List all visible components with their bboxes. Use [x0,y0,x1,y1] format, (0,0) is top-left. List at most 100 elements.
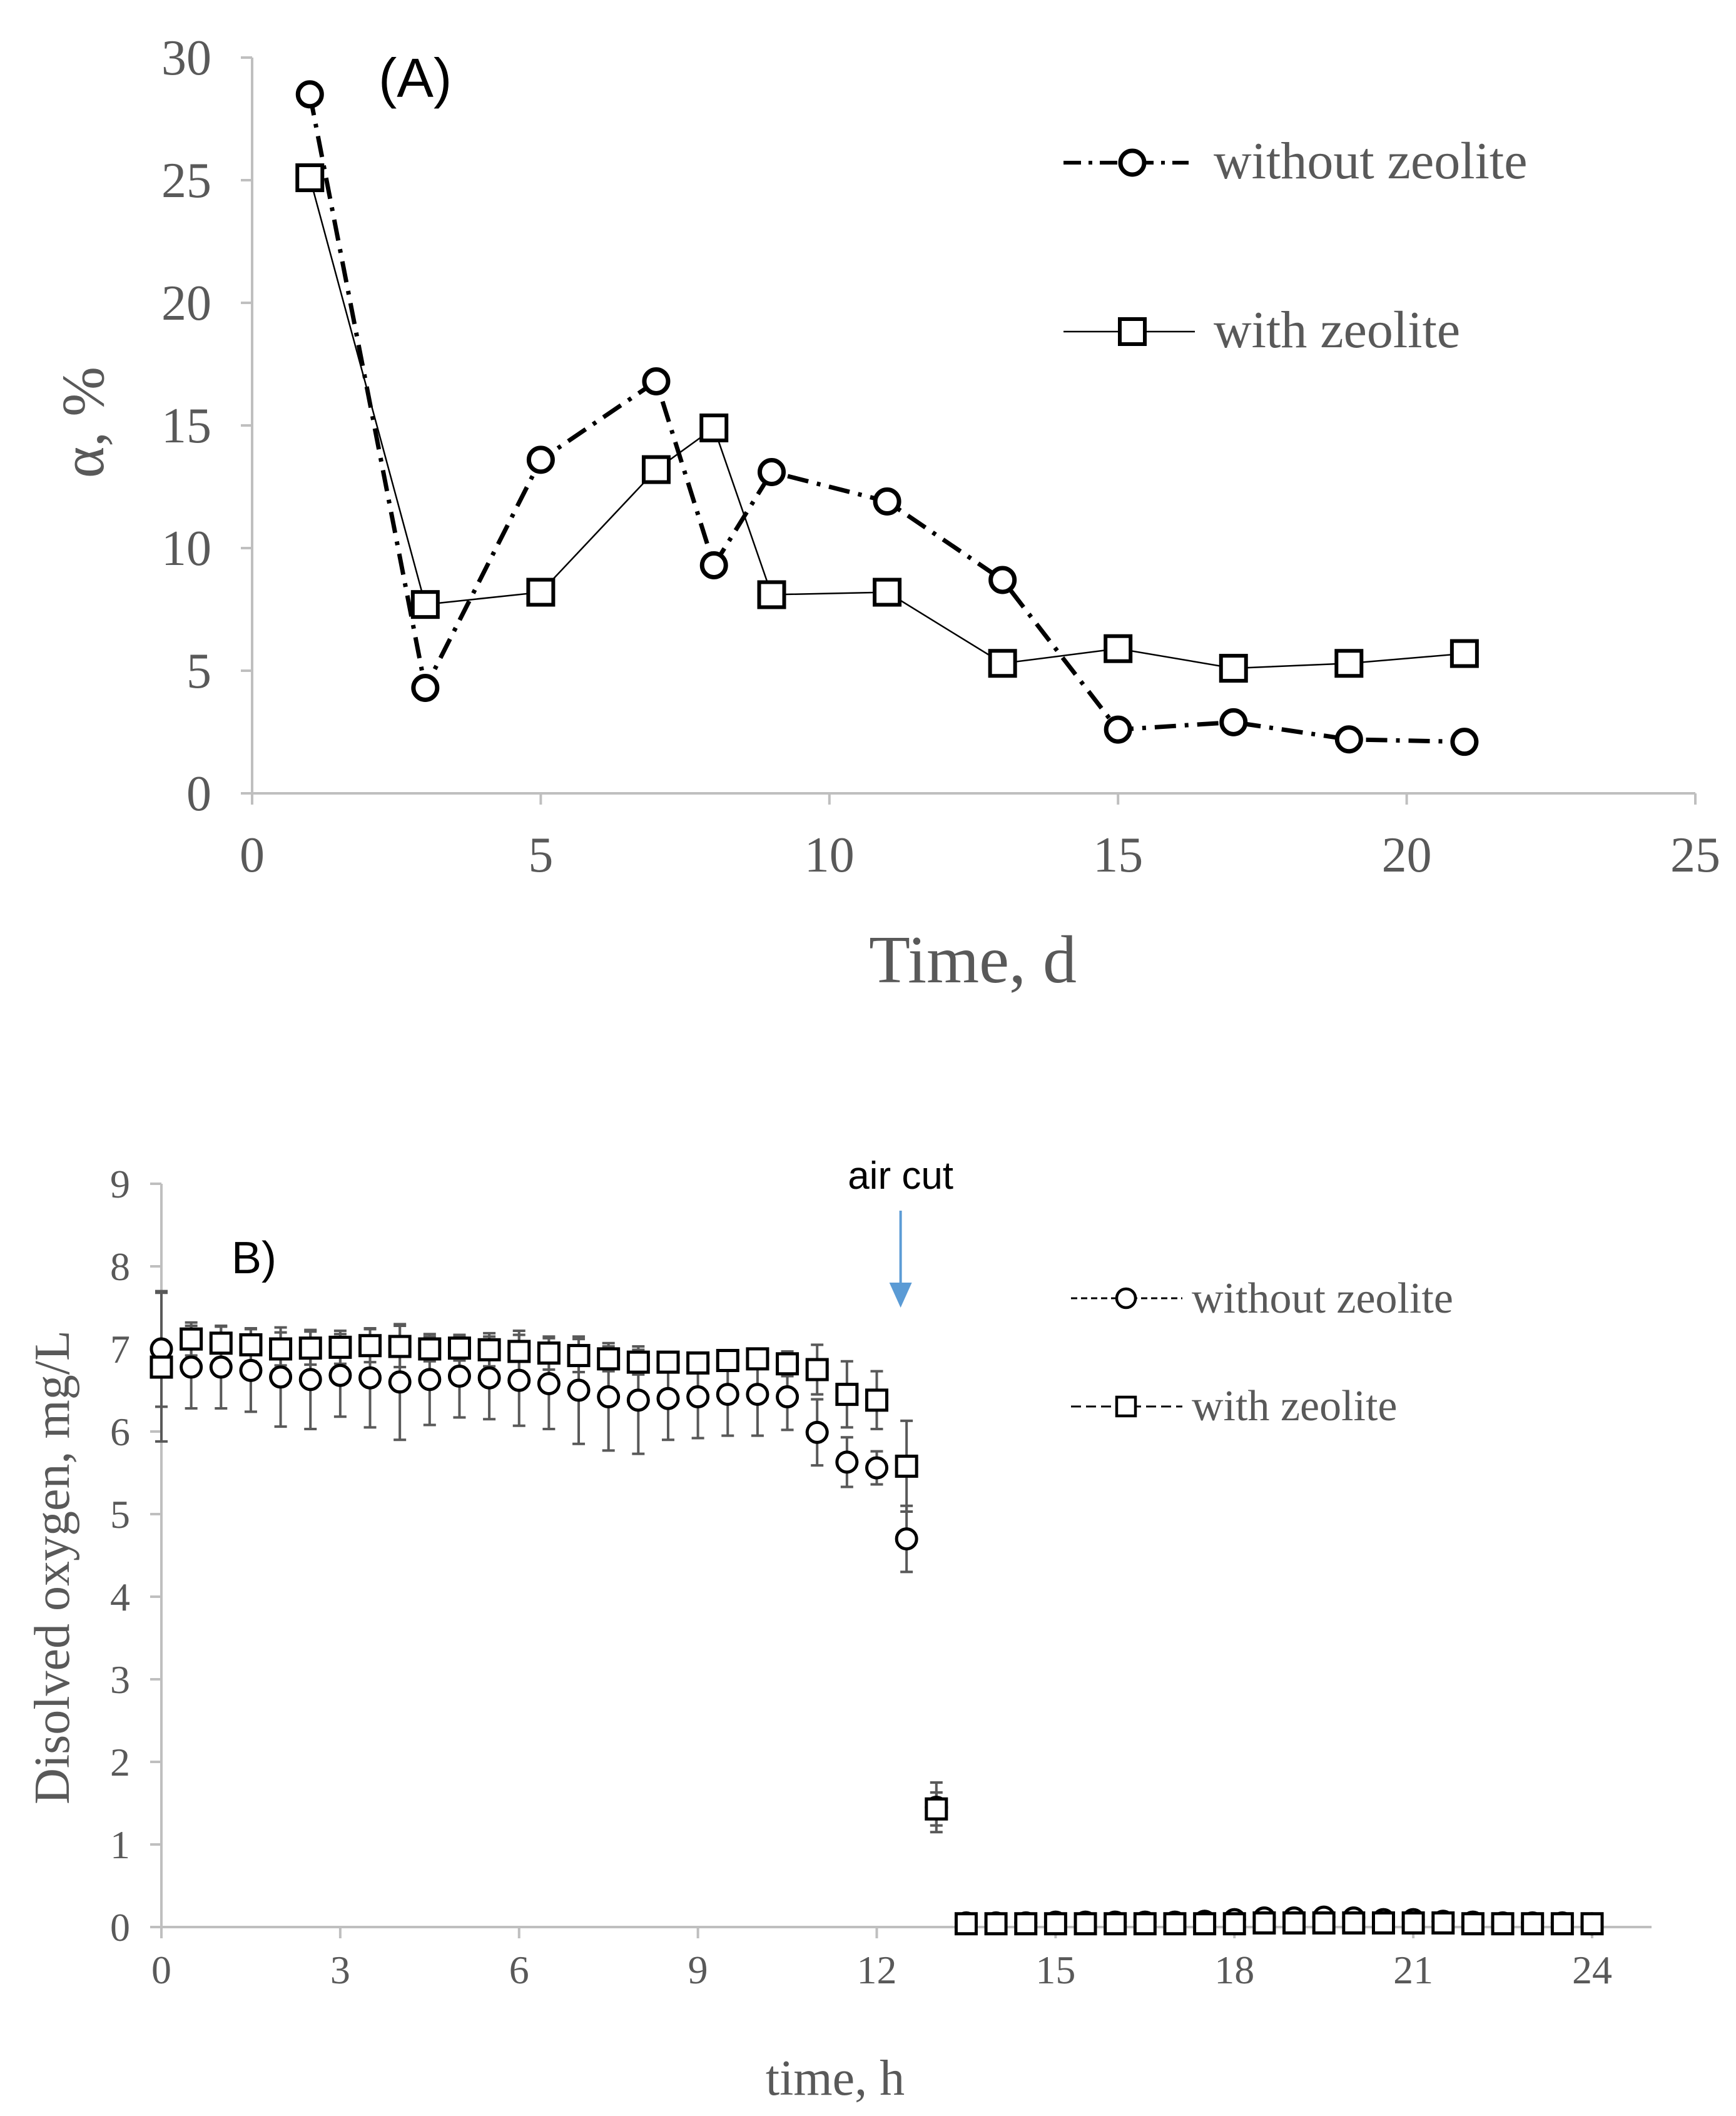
data-point-circle [776,1385,799,1409]
data-point-square [873,577,902,607]
data-point-square [686,1351,710,1375]
x-tick-label: 9 [688,1948,708,1992]
data-point-square [1104,634,1133,663]
legend-item-with-zeolite: with zeolite [1071,1382,1398,1430]
data-point-circle [988,566,1017,594]
data-point-square [1342,1911,1366,1935]
data-point-circle [716,1383,739,1406]
chart-b-y-axis-title: Disolved oxygen, mg/L [25,1330,80,1804]
data-point-circle [477,1366,501,1390]
air-cut-label: air cut [848,1154,953,1198]
data-point-square [239,1333,263,1356]
data-point-square [1163,1912,1187,1936]
data-point-square [1449,639,1479,668]
data-point-square [209,1331,233,1355]
data-point-circle [873,487,901,516]
legend-marker-circle [1115,1287,1137,1310]
x-tick-label: 10 [805,828,855,883]
data-point-square [388,1335,412,1358]
chart-a-axes [241,56,1697,805]
data-point-square [328,1335,352,1359]
data-point-square [895,1454,918,1478]
data-point-square [1521,1912,1545,1936]
data-point-square [1580,1912,1604,1936]
data-point-square [1043,1912,1067,1936]
y-tick-label: 5 [186,644,211,699]
data-point-square [1282,1911,1306,1935]
x-tick-label: 0 [240,828,265,883]
data-point-circle [758,457,786,486]
chart-b-x-axis-title: time, h [766,2051,905,2106]
legend-label: with zeolite [1192,1382,1398,1430]
data-point-square [925,1797,948,1821]
data-point-square [1491,1912,1515,1936]
y-tick-label: 20 [161,276,211,331]
chart-b-panel-label: B) [231,1233,277,1283]
chart-a-panel-label: (A) [378,47,452,109]
x-tick-label: 18 [1214,1948,1254,1992]
data-point-circle [537,1371,561,1395]
data-point-square [1104,1912,1127,1936]
legend-label: without zeolite [1214,132,1528,190]
data-point-circle [298,1368,322,1391]
legend-item-without-zeolite: without zeolite [1071,1274,1453,1323]
y-tick-label: 0 [186,766,211,821]
data-point-square [477,1338,501,1361]
data-point-circle [746,1383,769,1406]
data-point-circle [895,1527,918,1551]
data-point-square [567,1344,591,1368]
y-tick-label: 10 [161,521,211,576]
y-tick-label: 7 [110,1327,130,1371]
data-point-square [757,580,786,609]
data-point-circle [1334,725,1363,754]
x-tick-label: 3 [330,1948,350,1992]
data-point-square [1014,1912,1038,1936]
data-point-circle [656,1386,680,1410]
data-point-circle [1104,715,1132,744]
data-point-square [1312,1911,1336,1935]
chart-a-legend: without zeolite with zeolite [1063,132,1528,359]
data-point-square [597,1347,621,1371]
legend-marker-square [1118,317,1147,346]
data-point-circle [597,1385,621,1409]
x-tick-label: 6 [509,1948,529,1992]
x-tick-label: 21 [1393,1948,1433,1992]
x-tick-label: 5 [528,828,553,883]
data-point-square [1431,1911,1455,1935]
series-line-without-zeolite [307,94,1464,745]
data-point-square [1401,1911,1425,1935]
data-point-circle [526,445,555,474]
data-point-circle [358,1366,382,1390]
data-point-square [418,1337,442,1361]
legend-symbol-square [1071,1395,1182,1418]
data-point-square [699,413,729,442]
data-point-square [805,1358,829,1381]
y-tick-label: 2 [110,1740,130,1784]
data-point-circle [388,1370,412,1394]
chart-a-series-lines [307,94,1464,745]
chart-a-x-axis-title: Time, d [869,923,1077,997]
data-point-square [984,1912,1008,1936]
y-tick-label: 1 [110,1823,130,1867]
data-point-square [180,1327,203,1351]
data-point-circle [209,1355,233,1379]
data-point-circle [567,1378,591,1402]
legend-symbol-square [1063,317,1195,346]
x-tick-label: 15 [1035,1948,1075,1992]
legend-label: with zeolite [1214,301,1460,359]
data-point-circle [239,1358,263,1382]
data-point-circle [1219,708,1248,736]
data-point-square [1193,1912,1217,1936]
data-point-square [716,1348,739,1372]
data-point-circle [699,551,728,579]
data-point-square [1219,654,1248,683]
data-point-square [865,1388,888,1412]
data-point-square [410,590,440,619]
data-point-circle [180,1355,203,1379]
legend-symbol-circle [1071,1287,1182,1310]
data-point-square [507,1340,531,1363]
y-tick-label: 9 [110,1162,130,1206]
